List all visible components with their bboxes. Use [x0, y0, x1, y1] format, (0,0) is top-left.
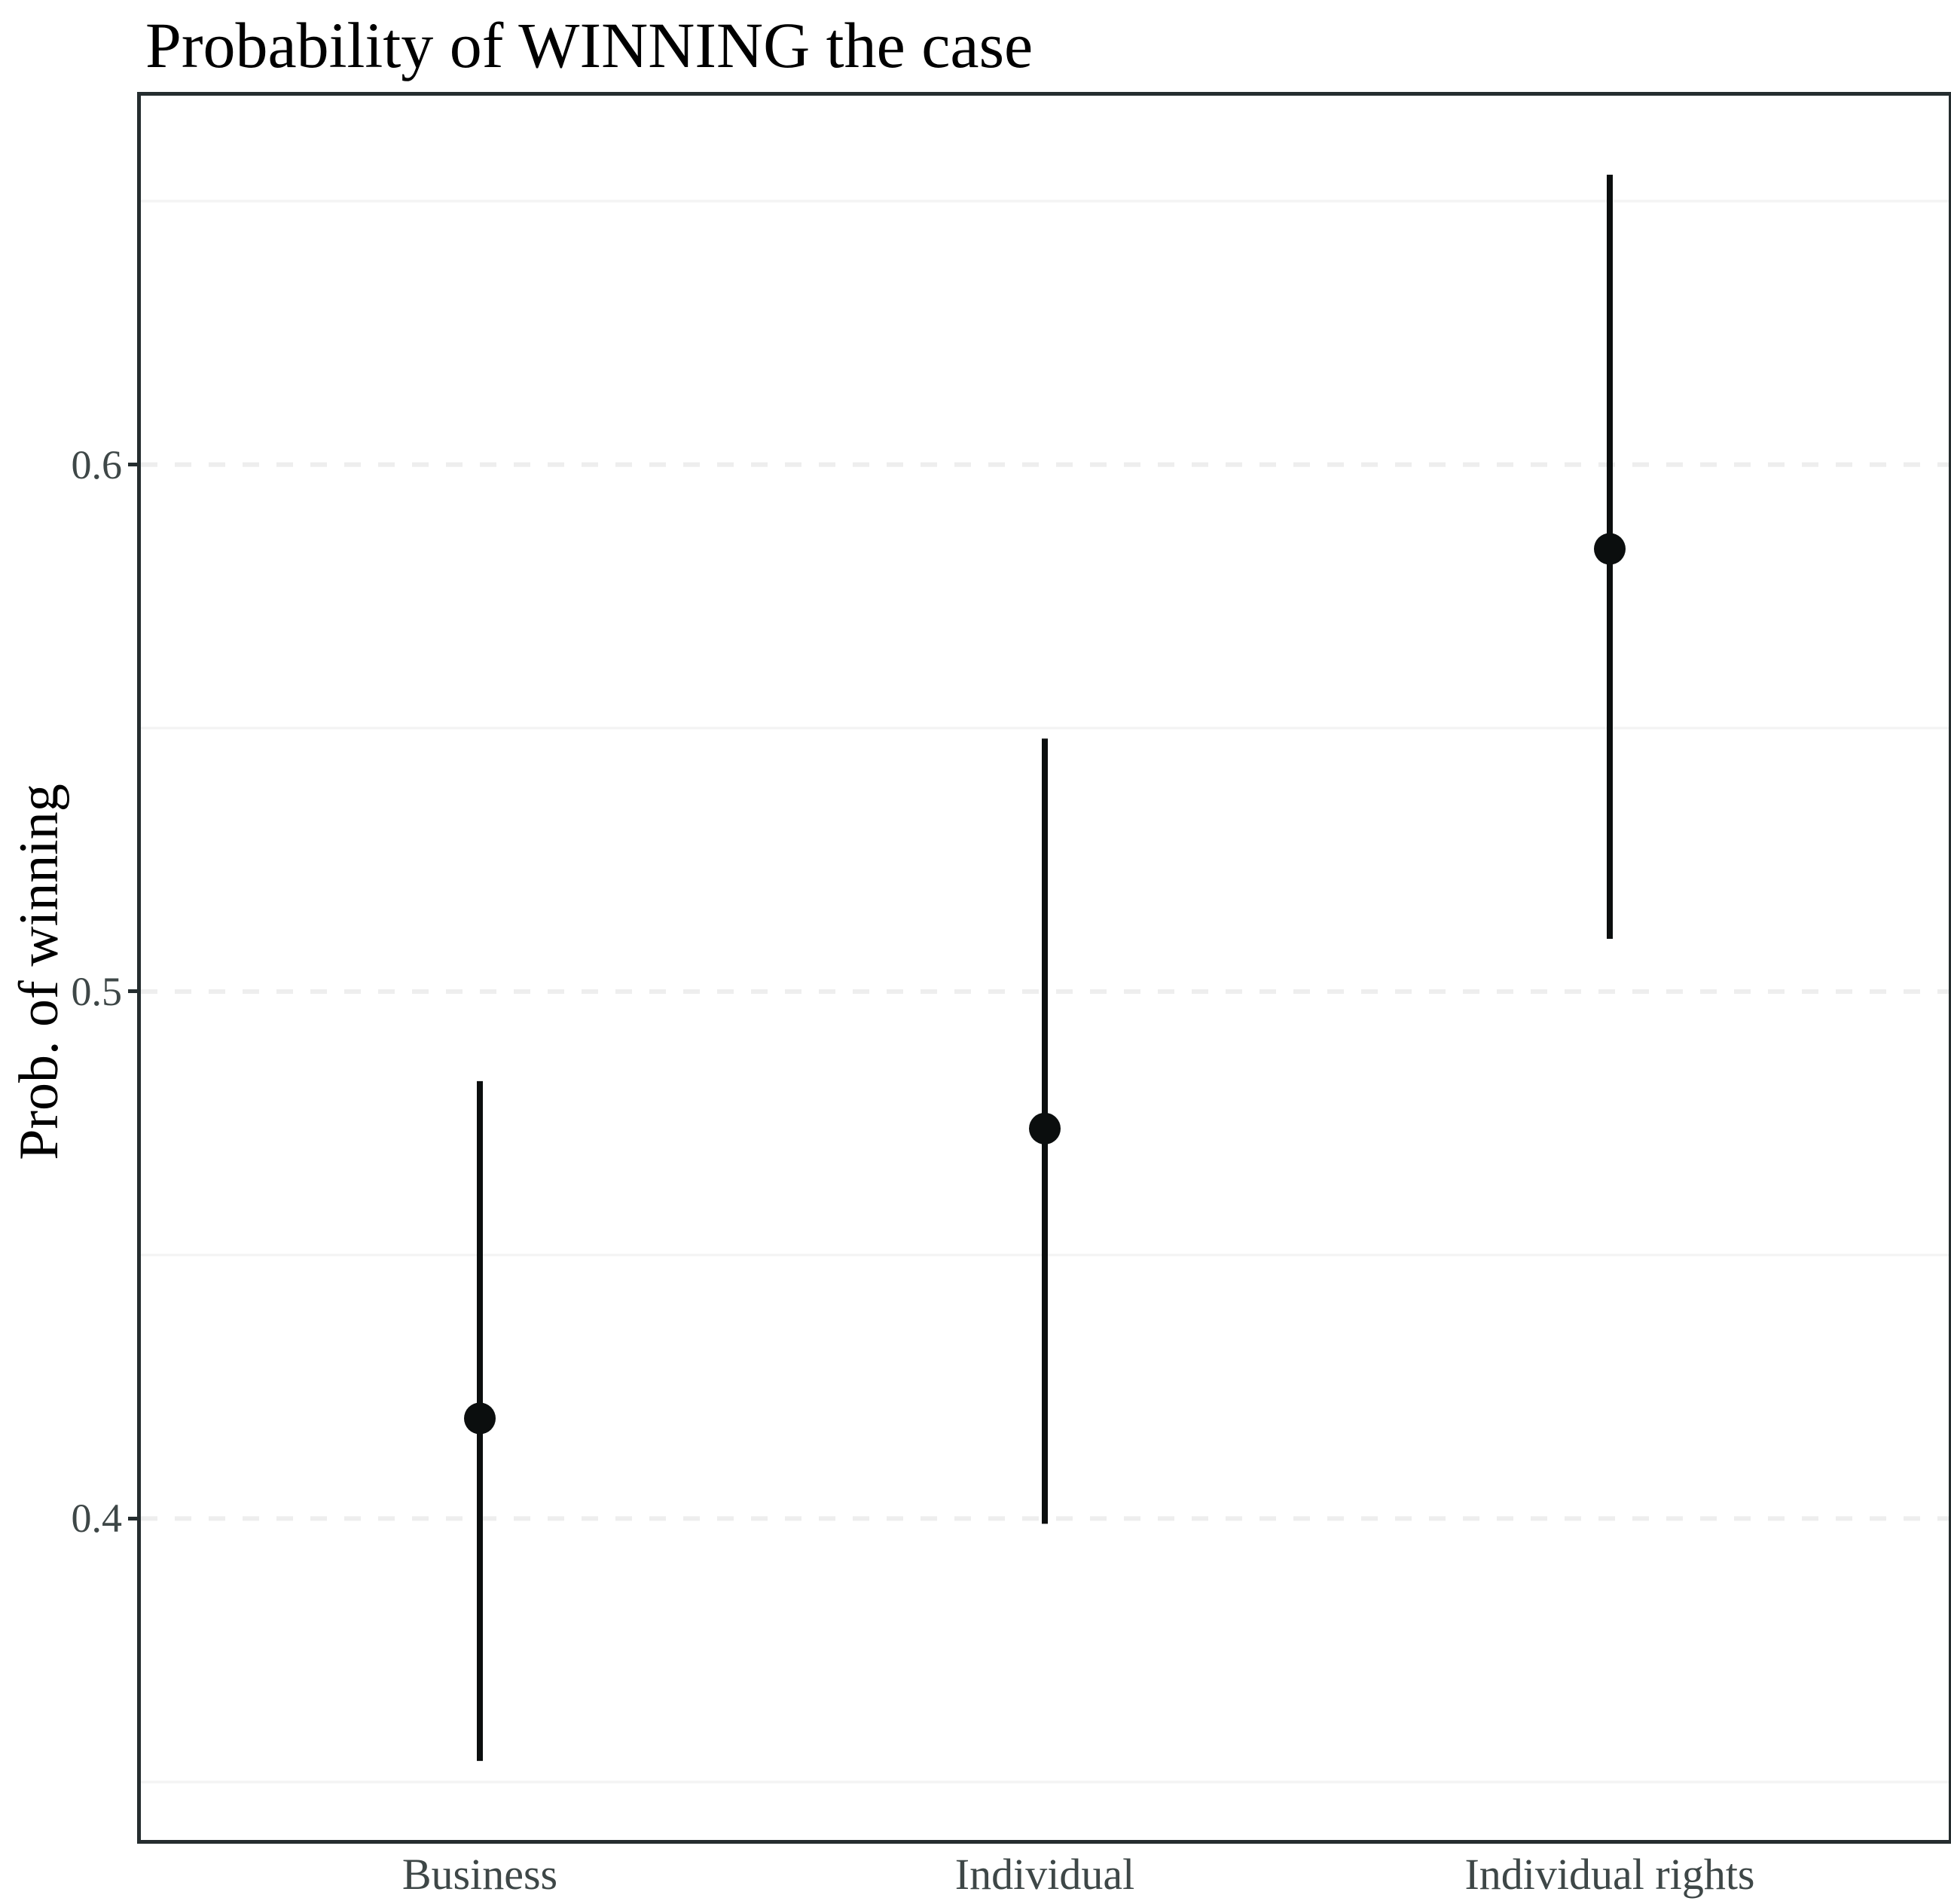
point-estimate-individual-rights [1594, 533, 1626, 565]
y-tick-mark [128, 1516, 141, 1520]
y-tick-label-0.4: 0.4 [71, 1496, 123, 1542]
point-estimate-individual [1029, 1112, 1061, 1145]
x-category-label-business: Business [401, 1850, 558, 1899]
y-tick-label-0.5: 0.5 [71, 968, 123, 1014]
plot-panel [137, 92, 1951, 1844]
x-category-label-individual: Individual [954, 1850, 1135, 1899]
y-tick-mark [128, 989, 141, 994]
x-category-label-individual-rights: Individual rights [1464, 1850, 1755, 1899]
plot-area [141, 174, 1949, 1783]
chart-title: Probability of WINNING the case [145, 9, 1034, 81]
y-tick-label-0.6: 0.6 [71, 442, 123, 487]
y-tick-mark [128, 463, 141, 467]
point-estimate-business [464, 1402, 496, 1435]
